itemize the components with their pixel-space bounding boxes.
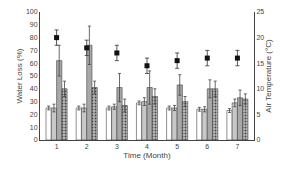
svg-text:3: 3: [115, 143, 119, 150]
svg-text:5: 5: [175, 143, 179, 150]
svg-text:Water Loss (%): Water Loss (%): [15, 48, 24, 103]
svg-text:100: 100: [26, 8, 38, 15]
svg-text:30: 30: [30, 98, 38, 105]
svg-text:4: 4: [145, 143, 149, 150]
svg-text:10: 10: [256, 85, 264, 92]
svg-text:Time (Month): Time (Month): [123, 151, 171, 160]
svg-text:0: 0: [256, 136, 260, 143]
svg-text:50: 50: [30, 72, 38, 79]
svg-text:Air Temperature (°C): Air Temperature (°C): [264, 39, 273, 113]
svg-text:2: 2: [85, 143, 89, 150]
svg-text:90: 90: [30, 21, 38, 28]
svg-text:15: 15: [256, 60, 264, 67]
svg-text:20: 20: [256, 34, 264, 41]
svg-text:1: 1: [55, 143, 59, 150]
svg-text:25: 25: [256, 8, 264, 15]
svg-text:5: 5: [256, 111, 260, 118]
svg-text:10: 10: [30, 124, 38, 131]
svg-text:0: 0: [34, 136, 38, 143]
svg-text:70: 70: [30, 47, 38, 54]
svg-text:60: 60: [30, 60, 38, 67]
svg-text:7: 7: [235, 143, 239, 150]
svg-text:80: 80: [30, 34, 38, 41]
svg-text:40: 40: [30, 85, 38, 92]
svg-text:6: 6: [205, 143, 209, 150]
svg-text:20: 20: [30, 111, 38, 118]
